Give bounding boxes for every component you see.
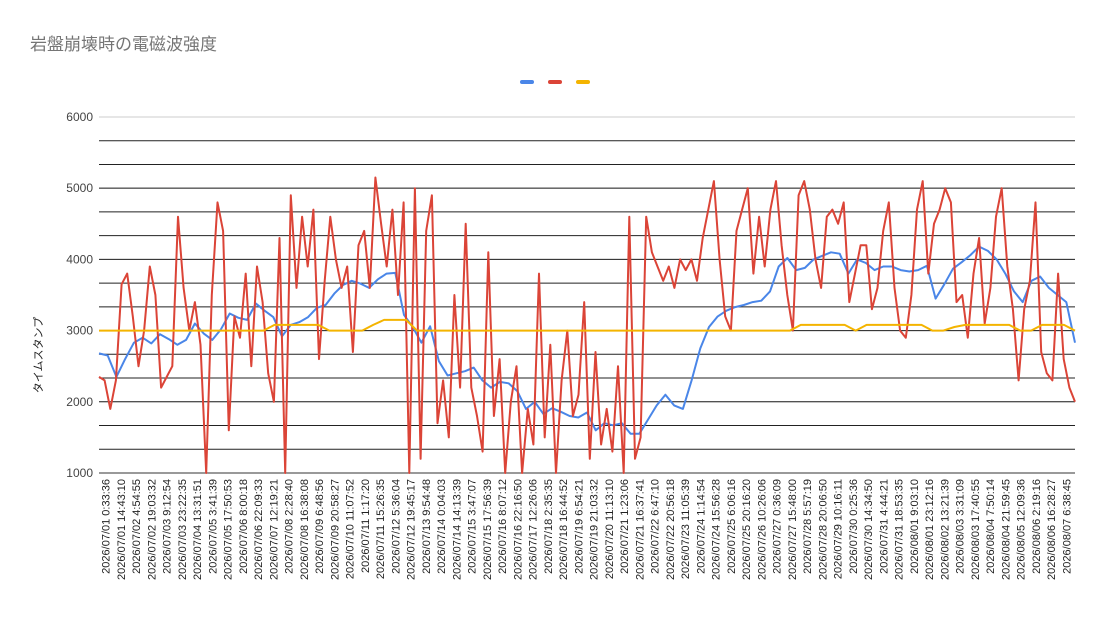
x-tick-label: 2026/07/19 21:03:32 [589, 479, 601, 580]
x-tick-label: 2026/07/29 10:16:11 [833, 479, 845, 579]
x-tick-label: 2026/07/01 14:43:10 [116, 479, 128, 580]
series-lines [98, 176, 1076, 474]
x-tick-label: 2026/07/13 9:54:48 [421, 479, 433, 574]
x-tick-label: 2026/07/31 4:44:21 [878, 479, 890, 574]
x-tick-label: 2026/07/07 12:19:21 [268, 479, 280, 580]
x-tick-label: 2026/07/16 8:07:12 [497, 479, 509, 574]
x-tick-label: 2026/07/05 3:41:39 [207, 479, 219, 574]
x-tick-label: 2026/07/05 17:50:53 [223, 479, 235, 580]
x-axis-ticks: 2026/07/01 0:33:36 2026/07/01 14:43:10 202… [101, 479, 1074, 580]
x-tick-label: 2026/07/10 11:07:52 [345, 479, 357, 579]
y-tick-label: 4000 [66, 252, 93, 266]
x-tick-label: 2026/07/17 12:26:06 [528, 479, 540, 580]
x-tick-label: 2026/07/08 16:38:08 [299, 479, 311, 580]
y-tick-label: 1000 [66, 466, 93, 480]
x-tick-label: 2026/08/06 16:28:27 [1046, 479, 1058, 580]
x-tick-label: 2026/08/03 3:31:09 [955, 479, 967, 574]
x-tick-label: 2026/07/15 3:47:07 [467, 479, 479, 574]
x-tick-label: 2026/07/25 6:06:16 [726, 479, 738, 574]
x-tick-label: 2026/07/31 18:53:35 [894, 479, 906, 580]
x-tick-label: 2026/07/11 1:17:20 [360, 479, 372, 573]
x-tick-label: 2026/07/09 6:48:56 [314, 479, 326, 574]
x-tick-label: 2026/08/07 6:38:45 [1061, 479, 1073, 574]
x-tick-label: 2026/07/11 15:26:35 [375, 479, 387, 579]
y-tick-label: 3000 [66, 324, 93, 338]
grid-lines [99, 116, 1075, 474]
legend-swatch-1 [520, 80, 534, 84]
x-tick-label: 2026/07/08 2:28:40 [284, 479, 296, 574]
x-tick-label: 2026/07/09 20:58:27 [329, 479, 341, 580]
x-tick-label: 2026/07/04 13:31:51 [192, 479, 204, 580]
x-tick-label: 2026/07/21 1:23:06 [619, 479, 631, 574]
legend-swatch-2 [548, 80, 562, 84]
x-tick-label: 2026/08/05 12:09:36 [1016, 479, 1028, 580]
x-tick-label: 2026/07/03 9:12:54 [162, 479, 174, 574]
x-tick-label: 2026/07/24 1:14:54 [695, 479, 707, 574]
x-tick-label: 2026/08/03 17:40:55 [970, 479, 982, 580]
x-tick-label: 2026/07/28 5:57:19 [802, 479, 814, 574]
x-tick-label: 2026/08/06 2:19:16 [1031, 479, 1043, 574]
x-tick-label: 2026/07/21 16:37:41 [634, 479, 646, 580]
x-tick-label: 2026/07/06 22:09:33 [253, 479, 265, 580]
series-line-3 [99, 318, 1076, 332]
x-tick-label: 2026/07/28 20:06:50 [817, 479, 829, 580]
x-tick-label: 2026/07/20 11:13:10 [604, 479, 616, 579]
legend-swatch-3 [576, 80, 590, 84]
x-tick-label: 2026/07/19 6:54:21 [573, 479, 585, 574]
y-axis-ticks: 1000 2000 3000 4000 5000 6000 [66, 110, 93, 480]
x-tick-label: 2026/08/01 23:12:16 [924, 479, 936, 580]
x-tick-label: 2026/08/04 7:50:14 [985, 479, 997, 574]
x-tick-label: 2026/07/22 20:56:18 [665, 479, 677, 580]
legend [520, 80, 590, 84]
x-tick-label: 2026/07/23 11:05:39 [680, 479, 692, 579]
x-tick-label: 2026/08/02 13:21:39 [939, 479, 951, 580]
series-line-2 [98, 176, 1076, 474]
x-tick-label: 2026/07/27 0:36:09 [772, 479, 784, 574]
x-tick-label: 2026/08/04 21:59:45 [1000, 479, 1012, 580]
chart-title: 岩盤崩壊時の電磁波強度 [30, 35, 217, 55]
y-axis-label: タイムスタンプ [32, 317, 45, 393]
y-tick-label: 6000 [66, 110, 93, 124]
x-tick-label: 2026/07/30 0:25:36 [848, 479, 860, 574]
x-tick-label: 2026/07/03 23:22:35 [177, 479, 189, 580]
x-tick-label: 2026/07/12 5:36:04 [390, 479, 402, 574]
x-tick-label: 2026/08/01 9:03:10 [909, 479, 921, 574]
x-tick-label: 2026/07/12 19:45:17 [406, 479, 418, 580]
x-tick-label: 2026/07/16 22:16:50 [512, 479, 524, 580]
y-tick-label: 2000 [66, 395, 93, 409]
x-tick-label: 2026/07/14 14:13:39 [451, 479, 463, 580]
x-tick-label: 2026/07/02 4:54:55 [131, 479, 143, 574]
x-tick-label: 2026/07/25 20:16:20 [741, 479, 753, 580]
x-tick-label: 2026/07/18 16:44:52 [558, 479, 570, 580]
x-tick-label: 2026/07/02 19:03:32 [146, 479, 158, 580]
y-tick-label: 5000 [66, 181, 93, 195]
x-tick-label: 2026/07/18 2:35:35 [543, 479, 555, 574]
x-tick-label: 2026/07/22 6:47:10 [650, 479, 662, 574]
x-tick-label: 2026/07/30 14:34:50 [863, 479, 875, 580]
x-tick-label: 2026/07/24 15:56:28 [711, 479, 723, 580]
x-tick-label: 2026/07/06 8:00:18 [238, 479, 250, 574]
x-tick-label: 2026/07/01 0:33:36 [101, 479, 113, 574]
x-tick-label: 2026/07/27 15:48:00 [787, 479, 799, 580]
x-tick-label: 2026/07/14 0:04:03 [436, 479, 448, 574]
x-tick-label: 2026/07/26 10:26:06 [756, 479, 768, 580]
x-tick-label: 2026/07/15 17:56:39 [482, 479, 494, 580]
